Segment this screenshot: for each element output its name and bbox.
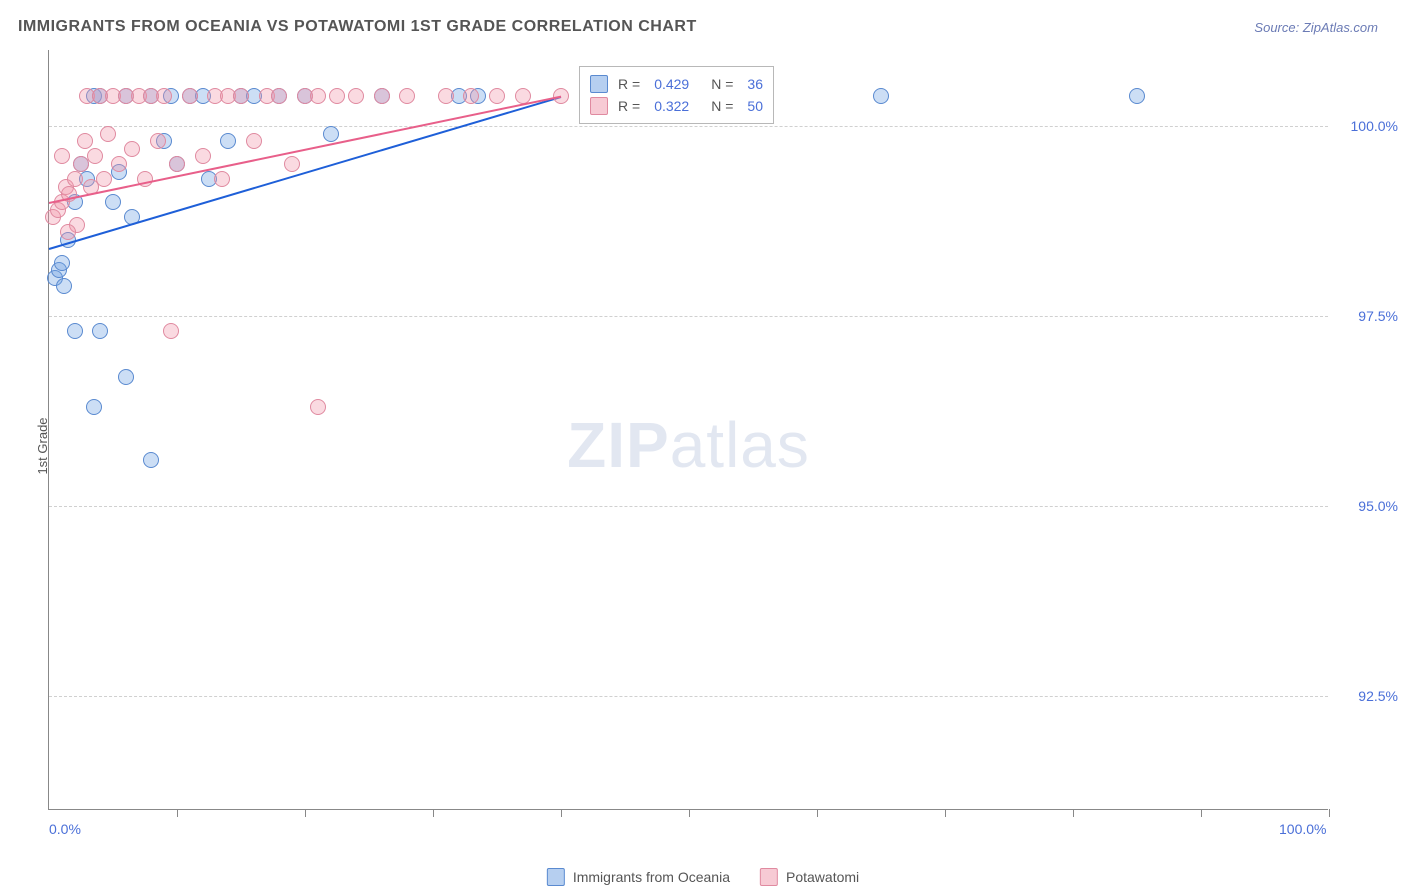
x-tick — [945, 809, 946, 817]
x-tick — [1073, 809, 1074, 817]
data-point — [1129, 88, 1145, 104]
data-point — [86, 399, 102, 415]
data-point — [163, 323, 179, 339]
x-tick — [561, 809, 562, 817]
data-point — [143, 452, 159, 468]
r-value-blue: 0.429 — [654, 76, 689, 92]
watermark: ZIPatlas — [567, 408, 810, 482]
r-value-pink: 0.322 — [654, 98, 689, 114]
chart-title: IMMIGRANTS FROM OCEANIA VS POTAWATOMI 1S… — [18, 18, 697, 36]
data-point — [54, 255, 70, 271]
data-point — [54, 148, 70, 164]
gridline — [49, 506, 1328, 507]
y-tick-label: 97.5% — [1338, 308, 1398, 324]
legend-label-pink: Potawatomi — [786, 869, 859, 885]
data-point — [67, 323, 83, 339]
swatch-blue-icon — [590, 75, 608, 93]
x-tick-label: 100.0% — [1279, 821, 1326, 837]
legend-item-blue: Immigrants from Oceania — [547, 868, 730, 886]
data-point — [220, 133, 236, 149]
stats-row-blue: R = 0.429 N = 36 — [590, 73, 763, 95]
x-tick — [689, 809, 690, 817]
data-point — [67, 171, 83, 187]
legend: Immigrants from Oceania Potawatomi — [547, 868, 859, 886]
data-point — [310, 88, 326, 104]
data-point — [399, 88, 415, 104]
legend-swatch-pink-icon — [760, 868, 778, 886]
r-label: R = — [618, 76, 640, 92]
source-link[interactable]: ZipAtlas.com — [1303, 20, 1378, 35]
r-label: R = — [618, 98, 640, 114]
n-label: N = — [711, 76, 733, 92]
data-point — [124, 141, 140, 157]
data-point — [150, 133, 166, 149]
data-point — [60, 224, 76, 240]
data-point — [329, 88, 345, 104]
watermark-zip: ZIP — [567, 409, 670, 481]
gridline — [49, 126, 1328, 127]
legend-swatch-blue-icon — [547, 868, 565, 886]
data-point — [348, 88, 364, 104]
n-label: N = — [711, 98, 733, 114]
data-point — [96, 171, 112, 187]
swatch-pink-icon — [590, 97, 608, 115]
data-point — [100, 126, 116, 142]
data-point — [489, 88, 505, 104]
gridline — [49, 696, 1328, 697]
data-point — [105, 194, 121, 210]
data-point — [873, 88, 889, 104]
data-point — [233, 88, 249, 104]
source-attribution: Source: ZipAtlas.com — [1254, 20, 1378, 35]
data-point — [56, 278, 72, 294]
x-tick-label: 0.0% — [49, 821, 81, 837]
gridline — [49, 316, 1328, 317]
data-point — [92, 323, 108, 339]
x-tick — [817, 809, 818, 817]
n-value-pink: 50 — [747, 98, 763, 114]
legend-label-blue: Immigrants from Oceania — [573, 869, 730, 885]
data-point — [118, 369, 134, 385]
data-point — [169, 156, 185, 172]
y-tick-label: 92.5% — [1338, 688, 1398, 704]
plot-area: ZIPatlas R = 0.429 N = 36 R = 0.322 N = … — [48, 50, 1328, 810]
n-value-blue: 36 — [747, 76, 763, 92]
data-point — [156, 88, 172, 104]
source-label: Source: — [1254, 20, 1299, 35]
correlation-stats-box: R = 0.429 N = 36 R = 0.322 N = 50 — [579, 66, 774, 124]
y-tick-label: 95.0% — [1338, 498, 1398, 514]
x-tick — [177, 809, 178, 817]
x-tick — [1329, 809, 1330, 817]
data-point — [515, 88, 531, 104]
stats-row-pink: R = 0.322 N = 50 — [590, 95, 763, 117]
data-point — [374, 88, 390, 104]
data-point — [284, 156, 300, 172]
data-point — [271, 88, 287, 104]
data-point — [111, 156, 127, 172]
data-point — [246, 133, 262, 149]
data-point — [323, 126, 339, 142]
data-point — [214, 171, 230, 187]
y-tick-label: 100.0% — [1338, 118, 1398, 134]
data-point — [182, 88, 198, 104]
x-tick — [305, 809, 306, 817]
data-point — [87, 148, 103, 164]
data-point — [310, 399, 326, 415]
x-tick — [433, 809, 434, 817]
data-point — [77, 133, 93, 149]
legend-item-pink: Potawatomi — [760, 868, 859, 886]
watermark-atlas: atlas — [670, 409, 810, 481]
x-tick — [1201, 809, 1202, 817]
data-point — [438, 88, 454, 104]
data-point — [195, 148, 211, 164]
data-point — [463, 88, 479, 104]
chart-container: ZIPatlas R = 0.429 N = 36 R = 0.322 N = … — [48, 50, 1378, 840]
